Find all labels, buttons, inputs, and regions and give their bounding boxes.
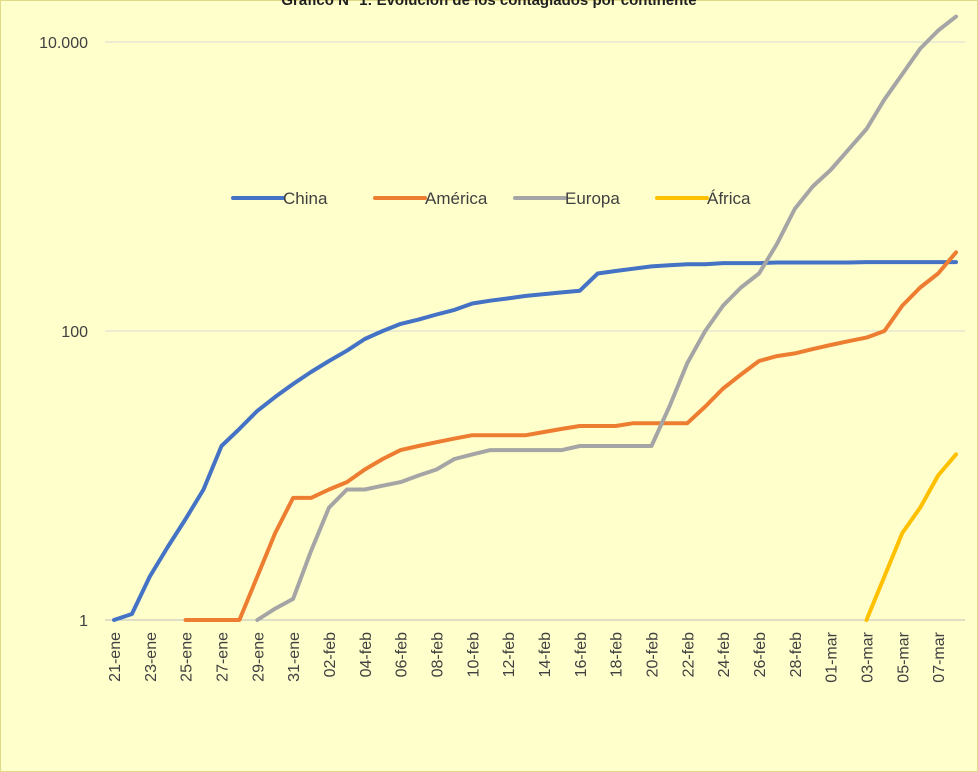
legend-label: China — [283, 189, 328, 208]
series-line-china — [112, 260, 958, 622]
series-line-europa — [255, 14, 958, 622]
y-axis-labels: 1 100 10.000 — [39, 35, 88, 630]
x-tick-label: 28-feb — [788, 632, 805, 677]
chart-title: Gráfico N° 1: Evolución de los contagiad… — [281, 0, 697, 9]
x-tick-label: 23-ene — [143, 632, 160, 682]
x-tick-label: 21-ene — [107, 632, 124, 682]
x-tick-label: 25-ene — [179, 632, 196, 682]
series-lines — [112, 14, 958, 622]
legend-label: América — [425, 189, 488, 208]
y-tick-label: 10.000 — [39, 35, 88, 52]
x-tick-label: 24-feb — [716, 632, 733, 677]
gridlines — [105, 41, 965, 621]
x-tick-label: 06-feb — [394, 632, 411, 677]
x-tick-label: 29-ene — [250, 632, 267, 682]
y-tick-label: 1 — [79, 613, 88, 630]
x-tick-label: 14-feb — [537, 632, 554, 677]
x-axis: 21-ene 23-ene 25-ene 27-ene 29-ene 31-ene 02-f… — [105, 619, 965, 683]
x-tick-label: 31-ene — [286, 632, 303, 682]
x-tick-label: 12-feb — [501, 632, 518, 677]
x-tick-label: 08-feb — [429, 632, 446, 677]
y-tick-label: 100 — [61, 324, 88, 341]
x-tick-label: 02-feb — [322, 632, 339, 677]
x-tick-label: 16-feb — [573, 632, 590, 677]
legend-label: Europa — [565, 189, 620, 208]
legend: China América Europa África — [231, 189, 751, 208]
series-line-africa — [864, 452, 958, 622]
x-tick-label: 07-mar — [931, 631, 948, 682]
x-tick-label: 03-mar — [859, 631, 876, 682]
legend-label: África — [707, 189, 751, 208]
series-line-america — [183, 250, 958, 622]
x-tick-label: 20-feb — [644, 632, 661, 677]
x-tick-label: 27-ene — [214, 632, 231, 682]
x-tick-label: 04-feb — [358, 632, 375, 677]
x-tick-label: 10-feb — [465, 632, 482, 677]
x-tick-label: 18-feb — [609, 632, 626, 677]
x-tick-label: 22-feb — [680, 632, 697, 677]
x-tick-label: 26-feb — [752, 632, 769, 677]
x-tick-label: 01-mar — [824, 631, 841, 682]
x-tick-label: 05-mar — [895, 631, 912, 682]
